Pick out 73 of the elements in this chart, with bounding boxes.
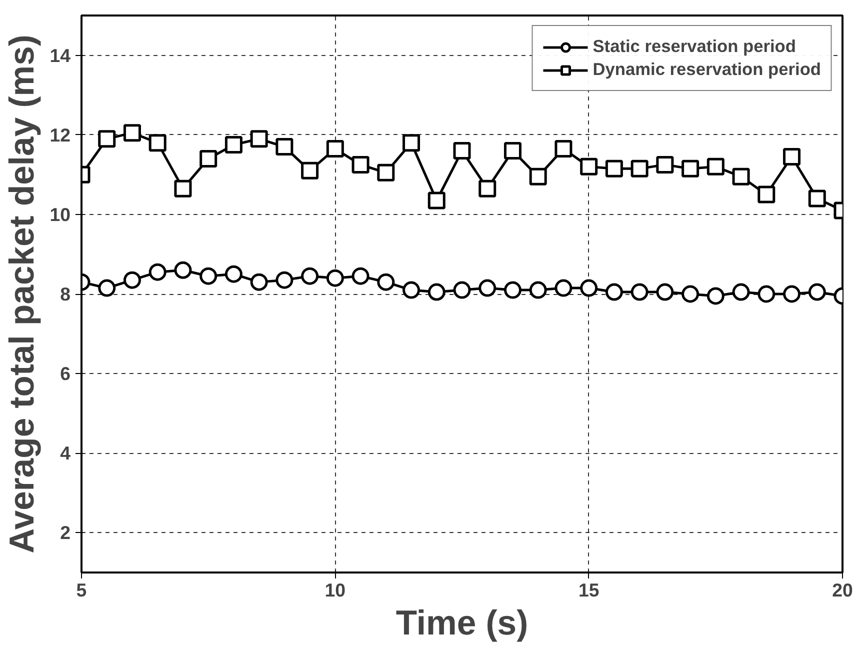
point	[478, 180, 496, 198]
point	[706, 287, 724, 305]
point	[605, 160, 623, 178]
legend-label: Static reservation period	[592, 36, 796, 57]
x-tick-label: 5	[76, 580, 87, 600]
point	[402, 281, 420, 299]
point	[808, 283, 826, 301]
point	[580, 158, 598, 176]
point	[783, 285, 801, 303]
point	[656, 283, 674, 301]
point	[174, 180, 192, 198]
point	[224, 136, 242, 154]
point	[301, 267, 319, 285]
x-tick-label: 20	[832, 580, 853, 600]
y-tick-label: 2	[60, 522, 71, 544]
point	[326, 140, 344, 158]
y-tick-label: 14	[50, 44, 72, 66]
point	[174, 261, 192, 279]
point	[98, 130, 116, 148]
point	[504, 281, 522, 299]
point	[630, 160, 648, 178]
point	[682, 285, 700, 303]
point	[554, 140, 572, 158]
point	[529, 168, 547, 186]
point	[478, 279, 496, 297]
x-axis-title: Time (s)	[396, 604, 528, 642]
point	[453, 281, 471, 299]
point	[758, 285, 776, 303]
point	[200, 267, 218, 285]
x-tick-label: 15	[578, 580, 600, 600]
point	[301, 162, 319, 180]
point	[377, 164, 395, 182]
point	[783, 148, 801, 166]
point	[276, 271, 294, 289]
y-axis-title: Average total packet delay (ms)	[4, 34, 42, 554]
point	[758, 186, 776, 204]
point	[732, 168, 750, 186]
point	[250, 130, 268, 148]
point	[630, 283, 648, 301]
point	[352, 267, 370, 285]
y-tick-label: 4	[60, 442, 72, 464]
y-tick-label: 8	[60, 284, 71, 304]
point	[732, 283, 750, 301]
point	[123, 124, 141, 142]
point	[428, 283, 446, 301]
point	[402, 134, 420, 152]
point	[148, 263, 166, 281]
legend-label: Dynamic reservation period	[592, 59, 821, 80]
point	[352, 156, 370, 174]
point	[706, 158, 724, 176]
point	[504, 142, 522, 160]
point	[250, 273, 268, 291]
point	[580, 279, 598, 297]
point	[123, 271, 141, 289]
point	[98, 279, 116, 297]
point	[224, 265, 242, 283]
point	[605, 283, 623, 301]
x-tick-label: 10	[324, 580, 346, 600]
y-tick-label: 6	[60, 363, 71, 384]
y-tick-label: 10	[50, 204, 71, 225]
point	[200, 150, 218, 168]
point	[276, 138, 294, 156]
point	[682, 160, 700, 178]
point	[554, 279, 572, 297]
point	[808, 190, 826, 208]
point	[529, 281, 547, 299]
point	[656, 156, 674, 174]
point	[428, 192, 446, 210]
point	[377, 273, 395, 291]
point	[148, 134, 166, 152]
point	[453, 142, 471, 160]
point	[326, 269, 344, 287]
y-tick-label: 12	[50, 124, 71, 146]
